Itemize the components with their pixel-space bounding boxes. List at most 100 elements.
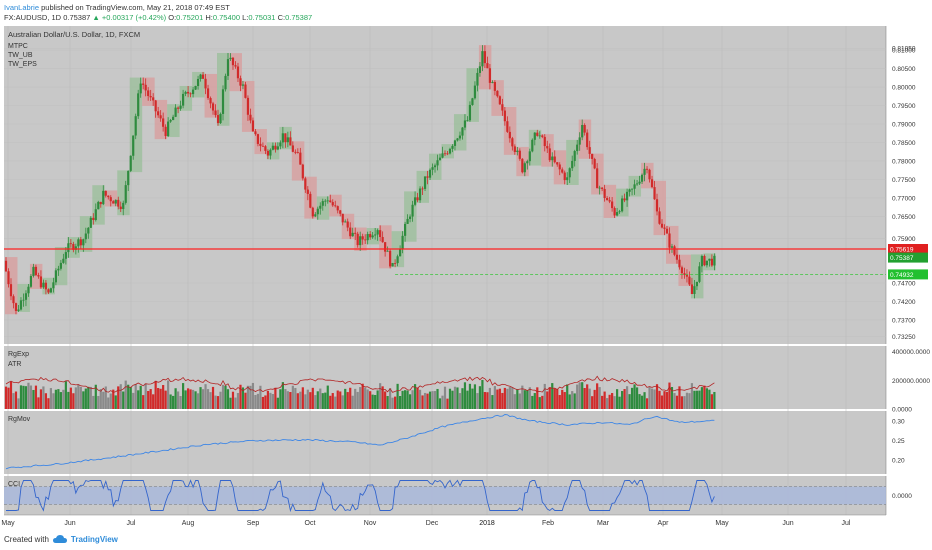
candle-body (526, 161, 529, 164)
volume-bar (149, 389, 152, 409)
volume-bar (399, 396, 402, 409)
x-tick-label: May (715, 520, 729, 527)
volume-bar (97, 396, 100, 409)
candle-body (19, 300, 23, 310)
candle-body (69, 243, 72, 245)
candle-body (281, 133, 284, 143)
candle-body (458, 135, 462, 139)
candle-body (79, 239, 82, 246)
x-tick-label: Nov (364, 520, 377, 527)
volume-bar (458, 393, 462, 409)
candle-body (426, 176, 429, 178)
candle-body (436, 160, 439, 166)
volume-bar (181, 383, 185, 409)
volume-bar (122, 391, 125, 409)
volume-bar (224, 385, 227, 409)
volume-bar (660, 395, 664, 409)
volume-bar (64, 381, 67, 409)
volume-bar (321, 393, 324, 409)
candle-body (306, 189, 309, 194)
candle-body (418, 188, 422, 201)
candle-body (122, 202, 125, 210)
volume-bar (673, 393, 676, 409)
candle-body (159, 115, 162, 119)
candle-body (501, 104, 504, 111)
candle-body (578, 137, 581, 145)
candle-body (576, 144, 579, 152)
candle-body (635, 183, 639, 185)
volume-bar (603, 391, 606, 409)
candle-body (321, 201, 324, 206)
x-tick-label: Oct (305, 520, 316, 527)
volume-bar (7, 387, 10, 409)
candle-body (172, 116, 175, 121)
volume-bar (536, 387, 539, 409)
candle-body (299, 152, 302, 165)
candle-body (665, 228, 669, 234)
rgexp-tick-label: 400000.0000 (892, 349, 930, 356)
candle-body (314, 214, 317, 217)
volume-bar (92, 395, 95, 409)
volume-bar (289, 392, 292, 409)
volume-bar (12, 393, 15, 409)
pane-main-bg (4, 26, 886, 344)
volume-bar (127, 384, 130, 409)
tradingview-brand[interactable]: TradingView (70, 535, 118, 544)
volume-bar (423, 392, 427, 409)
candle-body (47, 289, 50, 293)
candle-body (408, 216, 412, 219)
volume-bar (443, 386, 447, 409)
candle-body (446, 153, 449, 155)
volume-bar (356, 391, 359, 409)
candle-body (551, 156, 554, 161)
volume-bar (463, 382, 467, 409)
close-value: 0.75387 (285, 13, 313, 22)
volume-bar (204, 384, 207, 409)
volume-bar (344, 388, 347, 409)
candle-body (391, 263, 394, 267)
support-price-badge: 0.74932 (890, 272, 914, 279)
low-value: 0.75031 (248, 13, 276, 22)
candle-body (379, 230, 382, 237)
volume-bar (191, 389, 195, 409)
main-pane-title: Australian Dollar/U.S. Dollar, 1D, FXCM (8, 30, 140, 39)
candle-body (451, 145, 454, 149)
volume-bar (503, 387, 506, 409)
candle-body (581, 124, 584, 138)
candle-body (528, 151, 531, 162)
rgexp-tick-label: 200000.0000 (892, 378, 930, 385)
candle-body (201, 74, 205, 79)
volume-bar (698, 390, 701, 409)
volume-bar (379, 383, 382, 409)
candle-body (354, 232, 357, 234)
volume-bar (568, 394, 571, 409)
candle-body (481, 51, 484, 67)
candle-body (593, 158, 596, 169)
candle-body (663, 227, 666, 229)
volume-bar (231, 391, 235, 409)
candle-body (179, 105, 182, 109)
volume-bar (451, 390, 454, 409)
candle-body (164, 126, 167, 137)
x-tick-label: May (1, 520, 15, 527)
candle-body (67, 243, 70, 253)
volume-bar (493, 386, 496, 409)
candle-body (229, 57, 232, 60)
candle-body (675, 254, 679, 260)
volume-bar (159, 388, 162, 409)
candle-body (633, 184, 636, 189)
candle-body (710, 258, 713, 266)
candle-body (139, 83, 142, 94)
candle-body (349, 227, 352, 237)
candle-body (466, 120, 469, 122)
author-link[interactable]: IvanLabrie (4, 3, 40, 12)
candle-body (59, 262, 62, 269)
volume-bar (112, 389, 115, 409)
chart-canvas[interactable]: May Jun Jul Aug Sep Oct Nov Dec 2018 Feb Mar Apr May… (0, 26, 932, 530)
price-tick-label: 0.79000 (892, 121, 916, 128)
candle-body (516, 150, 519, 152)
volume-bar (129, 387, 132, 409)
candle-body (221, 89, 225, 114)
volume-bar (416, 387, 419, 409)
volume-bar (361, 383, 364, 409)
